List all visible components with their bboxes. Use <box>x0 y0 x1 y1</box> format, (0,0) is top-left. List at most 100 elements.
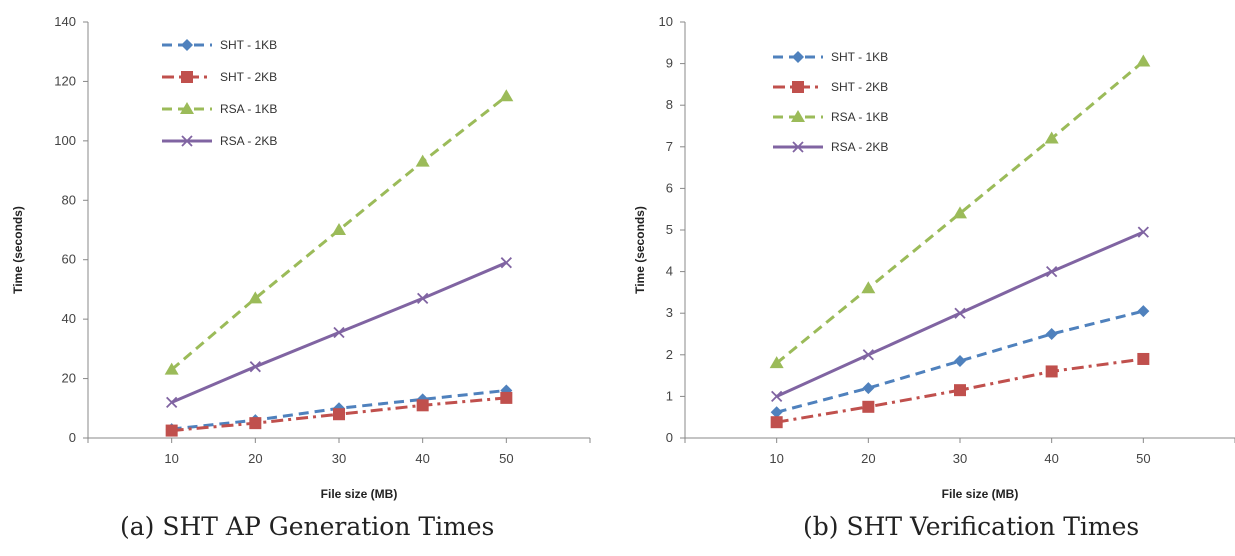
data-point-marker <box>165 424 178 437</box>
legend-label: SHT - 1KB <box>220 38 277 52</box>
legend-entry: RSA - 2KB <box>162 134 277 148</box>
legend-label: RSA - 1KB <box>831 110 888 124</box>
y-tick-label: 0 <box>666 430 673 445</box>
data-point-marker <box>862 382 875 395</box>
y-tick-label: 2 <box>666 347 673 362</box>
series-rsa-1kb <box>769 54 1151 369</box>
data-point-marker <box>862 400 875 413</box>
y-tick-label: 8 <box>666 97 673 112</box>
x-tick-label: 10 <box>769 451 783 466</box>
data-point-marker <box>1137 226 1149 238</box>
data-point-marker <box>771 390 783 403</box>
series-rsa-2kb <box>166 257 512 408</box>
chart-panel-a: 0 20 40 60 80 100 120 140 10 20 30 40 50 File size (M… <box>0 0 600 556</box>
x-tick-label: 30 <box>332 451 346 466</box>
y-tick-label: 80 <box>62 192 76 207</box>
x-tick-label: 30 <box>953 451 967 466</box>
data-point-marker <box>1136 54 1151 67</box>
data-point-marker <box>769 356 784 369</box>
chart-b-plot: 0 1 2 3 4 5 6 7 8 9 10 10 20 30 40 50 File size (MB) Time… <box>633 14 1235 501</box>
data-point-marker <box>333 408 345 421</box>
data-point-marker <box>770 416 783 429</box>
data-point-marker <box>499 89 514 102</box>
data-point-marker <box>1137 352 1150 365</box>
y-tick-label: 6 <box>666 180 673 195</box>
chart-panel-b: 0 1 2 3 4 5 6 7 8 9 10 10 20 30 40 50 File size (MB) Time… <box>630 0 1235 556</box>
legend-marker <box>180 102 194 114</box>
y-axis-label: Time (seconds) <box>633 206 647 294</box>
chart-a-caption: (a) SHT AP Generation Times <box>120 512 495 541</box>
y-tick-label: 10 <box>659 14 673 29</box>
data-point-marker <box>500 257 512 269</box>
legend-marker <box>791 110 805 122</box>
y-tick-label: 4 <box>666 264 673 279</box>
data-point-marker <box>332 223 346 235</box>
series-rsa-1kb <box>164 89 514 375</box>
legend-label: SHT - 1KB <box>831 50 888 64</box>
data-point-marker <box>249 361 261 373</box>
data-point-marker <box>333 326 345 339</box>
x-tick-label: 20 <box>861 451 875 466</box>
legend-entry: SHT - 1KB <box>162 38 277 52</box>
data-point-marker <box>954 384 966 397</box>
data-point-marker <box>249 417 262 430</box>
y-tick-label: 60 <box>62 252 76 267</box>
data-point-marker <box>1045 365 1058 378</box>
legend-marker <box>181 71 193 83</box>
series-sht-1kb <box>770 305 1150 419</box>
legend-marker <box>792 51 804 63</box>
y-tick-label: 5 <box>666 222 673 237</box>
legend-label: RSA - 2KB <box>831 140 888 154</box>
x-tick-label: 40 <box>1044 451 1058 466</box>
y-tick-label: 0 <box>69 430 76 445</box>
data-point-marker <box>770 406 783 419</box>
legend-entry: SHT - 2KB <box>162 70 277 84</box>
data-point-marker <box>954 355 966 368</box>
legend-marker <box>792 81 804 93</box>
legend-label: RSA - 1KB <box>220 102 277 116</box>
legend-marker <box>181 135 193 147</box>
data-point-marker <box>954 307 966 319</box>
y-axis-label: Time (seconds) <box>11 206 25 294</box>
data-point-marker <box>500 391 513 404</box>
chart-a-plot: 0 20 40 60 80 100 120 140 10 20 30 40 50 File size (M… <box>11 14 591 501</box>
data-point-marker <box>861 281 876 294</box>
legend-entry: SHT - 2KB <box>773 80 888 94</box>
legend-entry: RSA - 1KB <box>162 102 277 116</box>
data-point-marker <box>416 399 429 412</box>
data-point-marker <box>1137 305 1150 318</box>
data-point-marker <box>164 362 179 375</box>
series-sht-2kb <box>165 391 513 437</box>
y-tick-label: 120 <box>54 73 76 88</box>
x-tick-label: 20 <box>248 451 262 466</box>
y-tick-label: 100 <box>54 133 76 148</box>
y-tick-label: 140 <box>54 14 76 29</box>
data-point-marker <box>953 206 967 219</box>
legend-label: SHT - 2KB <box>220 70 277 84</box>
y-tick-label: 3 <box>666 305 673 320</box>
x-axis-label: File size (MB) <box>942 487 1019 501</box>
data-point-marker <box>862 349 874 361</box>
data-point-marker <box>1044 131 1059 144</box>
series-sht-2kb <box>770 352 1150 429</box>
x-axis-label: File size (MB) <box>321 487 398 501</box>
legend-label: RSA - 2KB <box>220 134 277 148</box>
legend-entry: RSA - 2KB <box>773 140 888 154</box>
y-tick-label: 7 <box>666 139 673 154</box>
data-point-marker <box>415 154 430 167</box>
data-point-marker <box>417 292 429 304</box>
chart-b-caption: (b) SHT Verification Times <box>803 512 1140 541</box>
data-point-marker <box>1046 265 1058 278</box>
x-tick-label: 10 <box>164 451 178 466</box>
x-tick-label: 50 <box>1136 451 1150 466</box>
y-tick-label: 9 <box>666 56 673 71</box>
data-point-marker <box>1045 328 1058 340</box>
legend-marker <box>792 141 804 153</box>
y-tick-label: 1 <box>666 388 673 403</box>
legend-marker <box>181 39 193 51</box>
data-point-marker <box>166 396 178 408</box>
legend-label: SHT - 2KB <box>831 80 888 94</box>
legend-entry: RSA - 1KB <box>773 110 888 124</box>
data-point-marker <box>248 291 263 304</box>
y-tick-label: 40 <box>62 311 76 326</box>
